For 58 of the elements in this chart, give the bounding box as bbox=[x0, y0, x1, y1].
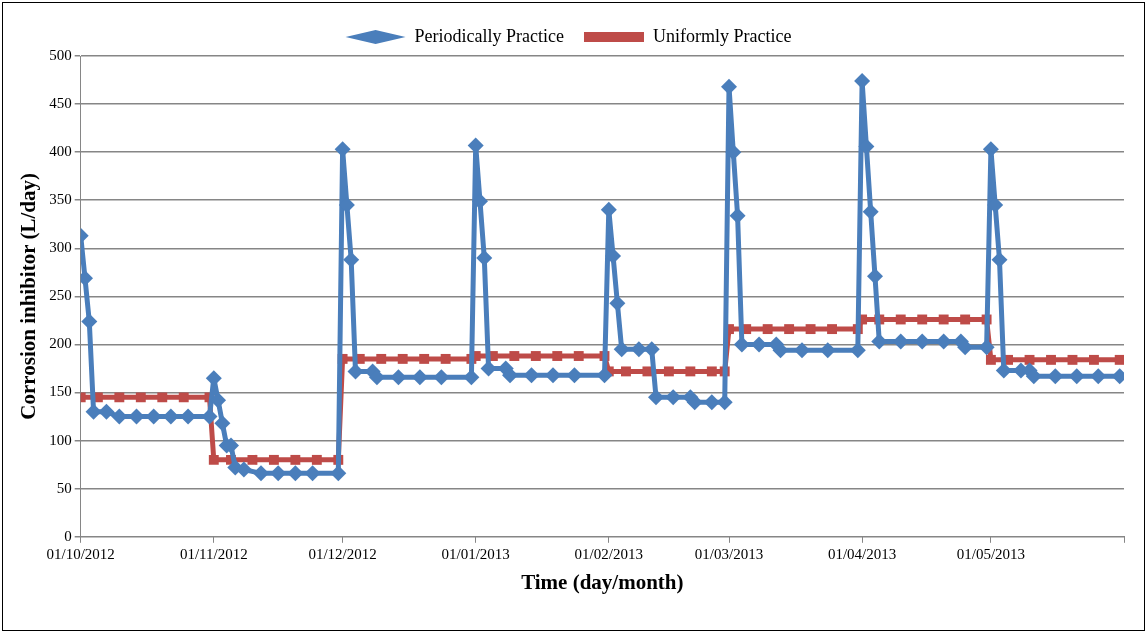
point bbox=[1114, 354, 1124, 365]
point bbox=[642, 366, 653, 377]
x-tick-label: 01/04/2013 bbox=[827, 545, 897, 562]
point bbox=[397, 353, 408, 364]
x-axis-title: Time (day/month) bbox=[521, 569, 684, 594]
point bbox=[784, 324, 795, 335]
legend-label: Periodically Practice bbox=[414, 25, 565, 46]
point bbox=[573, 351, 584, 361]
x-tick-label: 01/01/2013 bbox=[441, 545, 510, 562]
point bbox=[135, 392, 146, 403]
x-tick-label: 01/02/2013 bbox=[574, 545, 643, 562]
point bbox=[827, 324, 837, 335]
x-tick-label: 01/12/2012 bbox=[308, 545, 377, 562]
point bbox=[530, 351, 541, 361]
point bbox=[268, 454, 279, 465]
x-tick-label: 01/05/2013 bbox=[956, 545, 1026, 562]
y-tick-label: 500 bbox=[49, 46, 72, 63]
x-tick-label: 01/10/2012 bbox=[46, 545, 115, 562]
point bbox=[960, 314, 971, 325]
point bbox=[114, 392, 125, 403]
y-tick-label: 100 bbox=[49, 431, 72, 448]
point bbox=[311, 454, 322, 465]
y-axis-title: Corrosion inhibitor (L/day) bbox=[16, 173, 41, 420]
point bbox=[706, 366, 717, 377]
y-tick-label: 450 bbox=[49, 95, 72, 112]
point bbox=[895, 314, 906, 325]
point bbox=[805, 324, 816, 335]
y-tick-label: 150 bbox=[49, 383, 72, 400]
point bbox=[440, 353, 451, 364]
point bbox=[938, 314, 949, 325]
point bbox=[762, 324, 773, 335]
point bbox=[621, 366, 631, 377]
point bbox=[178, 392, 189, 403]
y-tick-label: 200 bbox=[49, 335, 72, 352]
legend-label: Uniformly Practice bbox=[652, 25, 792, 46]
point bbox=[552, 351, 563, 361]
point bbox=[509, 351, 520, 361]
point bbox=[985, 354, 996, 365]
point bbox=[1089, 354, 1099, 365]
point bbox=[917, 314, 928, 325]
point bbox=[290, 454, 301, 465]
point bbox=[247, 454, 258, 465]
point bbox=[685, 366, 696, 377]
y-tick-label: 50 bbox=[56, 479, 72, 496]
y-tick-label: 0 bbox=[64, 527, 72, 544]
point bbox=[208, 454, 219, 465]
point bbox=[663, 366, 674, 377]
point bbox=[1067, 354, 1078, 365]
y-tick-label: 300 bbox=[49, 239, 72, 256]
y-tick-label: 400 bbox=[49, 143, 72, 160]
y-tick-label: 250 bbox=[49, 287, 72, 304]
point bbox=[157, 392, 168, 403]
y-tick-label: 350 bbox=[49, 191, 72, 208]
point bbox=[1046, 354, 1056, 365]
x-tick-label: 01/11/2012 bbox=[179, 545, 248, 562]
x-tick-label: 01/03/2013 bbox=[694, 545, 764, 562]
point bbox=[419, 353, 430, 364]
point bbox=[376, 353, 387, 364]
